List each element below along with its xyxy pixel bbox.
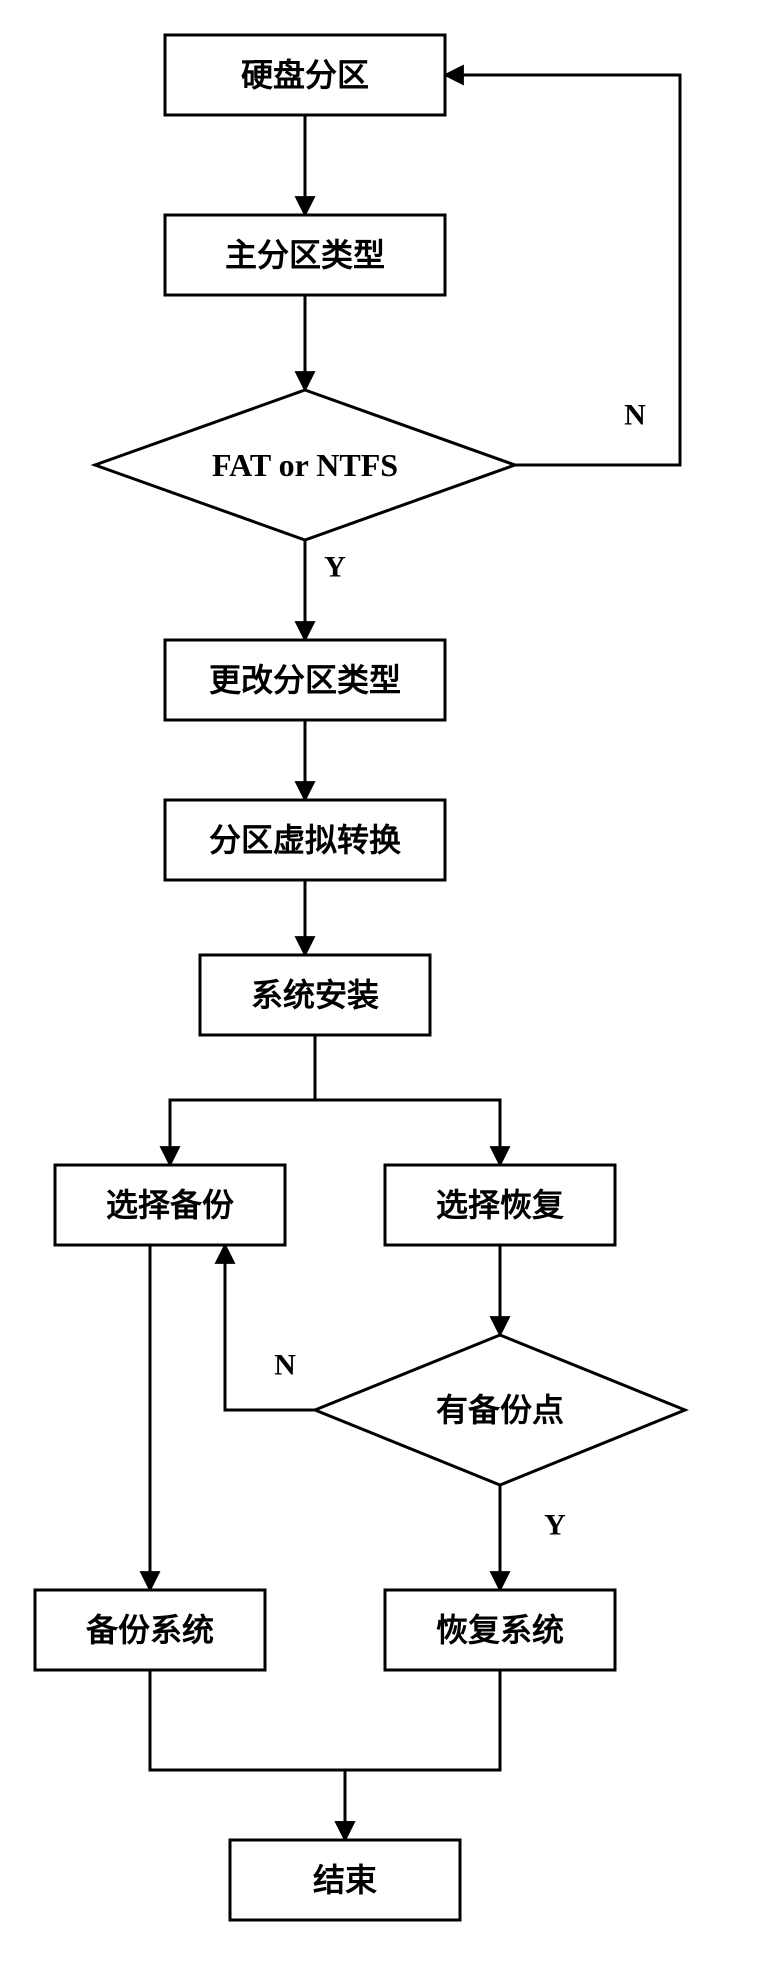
edge-label-d1-n3: Y (324, 551, 346, 584)
flowchart-svg: Y N N Y 硬盘分区主分区类型 FAT or NTFS 更改分区类型分区虚拟转换系统安装… (0, 0, 759, 1970)
node-label-n9: 恢复系统 (436, 1612, 564, 1648)
edge-n8-n10 (150, 1670, 345, 1840)
edge-n5-n6 (170, 1035, 315, 1165)
flowchart-container: Y N N Y 硬盘分区主分区类型 FAT or NTFS 更改分区类型分区虚拟转换系统安装… (0, 0, 759, 1970)
edge-d2-n6 (225, 1245, 315, 1410)
node-label-n1: 硬盘分区 (241, 57, 369, 93)
node-label-n8: 备份系统 (86, 1612, 214, 1648)
node-label-n4: 分区虚拟转换 (209, 822, 401, 858)
node-label-d1: FAT or NTFS (212, 447, 398, 483)
node-label-n10: 结束 (313, 1862, 377, 1898)
node-label-d2: 有备份点 (436, 1392, 564, 1428)
edge-n5-n7 (315, 1035, 500, 1165)
edge-label-d2-n9: Y (544, 1509, 566, 1542)
edge-n9-n10 (345, 1670, 500, 1840)
edge-label-d1-n1: N (624, 399, 646, 432)
edge-label-d2-n6: N (274, 1349, 296, 1382)
node-label-n2: 主分区类型 (225, 237, 385, 273)
node-label-n3: 更改分区类型 (209, 662, 401, 698)
node-label-n7: 选择恢复 (436, 1187, 564, 1223)
node-label-n5: 系统安装 (251, 977, 379, 1013)
node-label-n6: 选择备份 (106, 1187, 234, 1223)
